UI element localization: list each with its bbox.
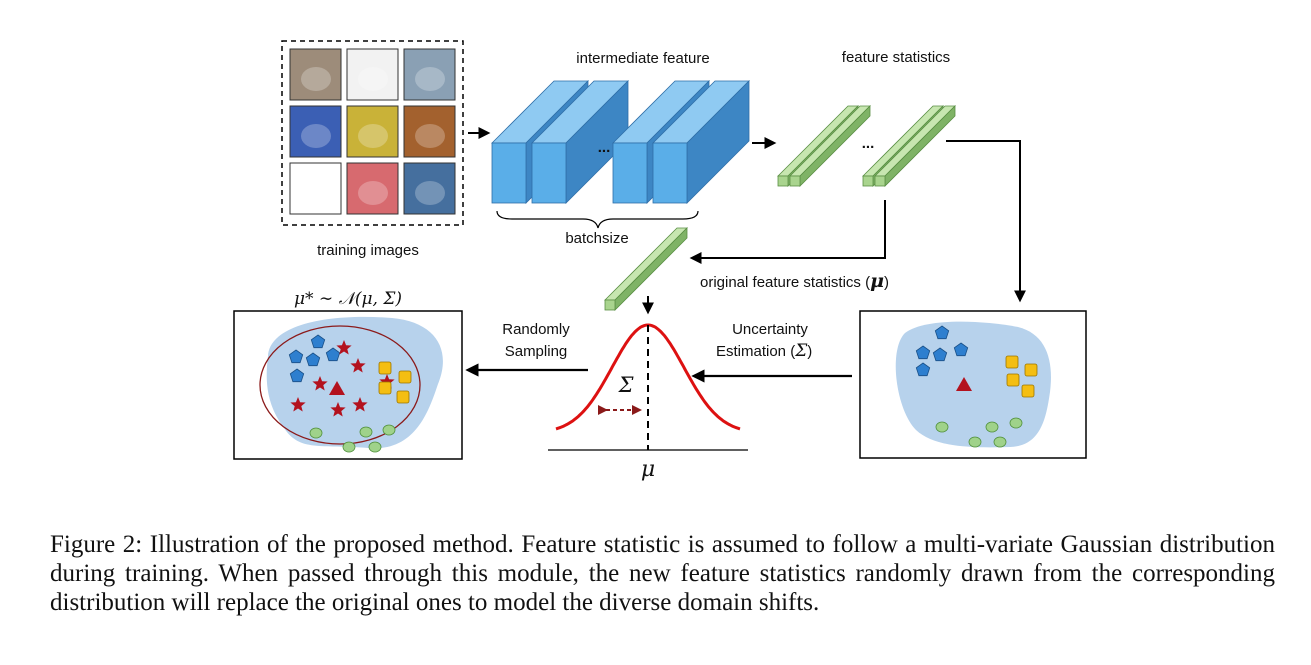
square-point [396, 390, 410, 404]
square-point [1021, 384, 1035, 398]
mu-axis-symbol: μ [641, 457, 655, 482]
elephant-image [403, 48, 456, 101]
pentagon-point [310, 334, 326, 349]
pentagon-point [934, 325, 950, 340]
circle-point [309, 427, 323, 439]
statistic-bar-single [604, 227, 688, 311]
feature-cube-2 [531, 80, 629, 204]
statistic-bar-1 [777, 105, 859, 187]
star-point [379, 374, 395, 389]
uncertainty-label: Uncertainty [732, 321, 808, 338]
method-diagram: training images intermediate feature ...… [233, 40, 1087, 482]
pentagon-point [288, 349, 304, 364]
bar-ellipsis: ... [862, 135, 875, 152]
star-point [336, 340, 352, 355]
star-point [352, 397, 368, 412]
estimation-label: Estimation (Σ) [716, 341, 812, 361]
training-images-panel [281, 40, 464, 226]
sigma-symbol: Σ [618, 373, 634, 397]
pentagon-point [915, 345, 931, 360]
square-point [398, 370, 412, 384]
feature-blob-right [895, 321, 1051, 448]
circle-point [935, 421, 949, 433]
original-feature-statistics-label: original feature statistics (μ) [700, 270, 889, 292]
statistic-bar-4 [874, 105, 956, 187]
mean-triangle-point [956, 377, 972, 391]
feature-cube-4 [652, 80, 750, 204]
pentagon-point [289, 368, 305, 383]
intermediate-feature-cubes [491, 80, 750, 204]
figure-caption: Figure 2: Illustration of the proposed m… [50, 531, 1275, 616]
house-image [289, 48, 342, 101]
square-point [1006, 373, 1020, 387]
sampled-feature-space-panel [233, 310, 463, 460]
pentagon-point [305, 352, 321, 367]
circle-point [993, 436, 1007, 448]
original-feature-space-panel [859, 310, 1087, 459]
pentagon-point [953, 342, 969, 357]
sampling-ellipse [259, 325, 421, 445]
star-point [312, 376, 328, 391]
feature-statistics-bars [777, 105, 956, 187]
arrow-statistics-to-estimation [946, 140, 1026, 303]
square-point [1024, 363, 1038, 377]
feature-points-left [288, 334, 412, 453]
feature-points-right [915, 325, 1038, 448]
dog-painting-image [289, 105, 342, 158]
circle-point [368, 441, 382, 453]
square-point [1005, 355, 1019, 369]
sampling-label: Sampling [505, 343, 568, 360]
thumbnail-grid [289, 48, 456, 215]
feature-statistics-label: feature statistics [842, 49, 950, 66]
circle-point [382, 424, 396, 436]
circle-point [985, 421, 999, 433]
pentagon-point [325, 347, 341, 362]
pentagon-point [915, 362, 931, 377]
statistic-bar-3 [862, 105, 944, 187]
star-point [290, 397, 306, 412]
statistic-bar-2 [789, 105, 871, 187]
star-point [330, 402, 346, 417]
training-images-label: training images [317, 242, 419, 259]
original-statistic-bar [604, 227, 688, 311]
batchsize-brace [496, 210, 699, 229]
star-point [350, 358, 366, 373]
distribution-formula: μ* ∼ 𝒩(μ, Σ) [294, 289, 402, 309]
circle-point [968, 436, 982, 448]
circle-point [342, 441, 356, 453]
circle-point [1009, 417, 1023, 429]
dog-sketch-image [289, 162, 342, 215]
dancer-painting-image [346, 162, 399, 215]
dog-cartoon-image [346, 105, 399, 158]
feature-blob-left [266, 316, 443, 449]
intermediate-feature-label: intermediate feature [576, 50, 709, 67]
square-point [378, 381, 392, 395]
arrow-original-statistics [689, 200, 886, 264]
square-point [378, 361, 392, 375]
giraffe-sketch-image [346, 48, 399, 101]
batchsize-label: batchsize [565, 230, 628, 247]
horse-photo-image [403, 162, 456, 215]
cube-ellipsis: ... [598, 139, 611, 156]
horse-painting-image [403, 105, 456, 158]
circle-point [359, 426, 373, 438]
randomly-label: Randomly [502, 321, 570, 338]
pentagon-point [932, 347, 948, 362]
mean-triangle-point [329, 381, 345, 395]
